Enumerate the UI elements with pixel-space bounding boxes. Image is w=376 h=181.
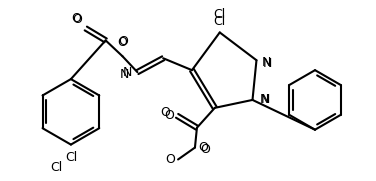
Text: O: O [160,106,170,119]
Text: Cl: Cl [65,151,77,164]
Text: O: O [164,109,174,122]
Text: N: N [261,56,271,69]
Text: N: N [123,66,132,79]
Text: O: O [198,141,208,154]
Text: N: N [259,93,269,106]
Text: N: N [262,57,272,70]
Text: O: O [118,35,129,48]
Text: O: O [72,14,82,26]
Text: O: O [165,153,175,166]
Text: O: O [71,12,81,24]
Text: O: O [118,36,127,49]
Text: Cl: Cl [214,15,226,28]
Text: Cl: Cl [50,161,62,174]
Text: O: O [200,143,210,156]
Text: N: N [261,93,270,106]
Text: Cl: Cl [214,8,226,20]
Text: N: N [120,68,129,81]
